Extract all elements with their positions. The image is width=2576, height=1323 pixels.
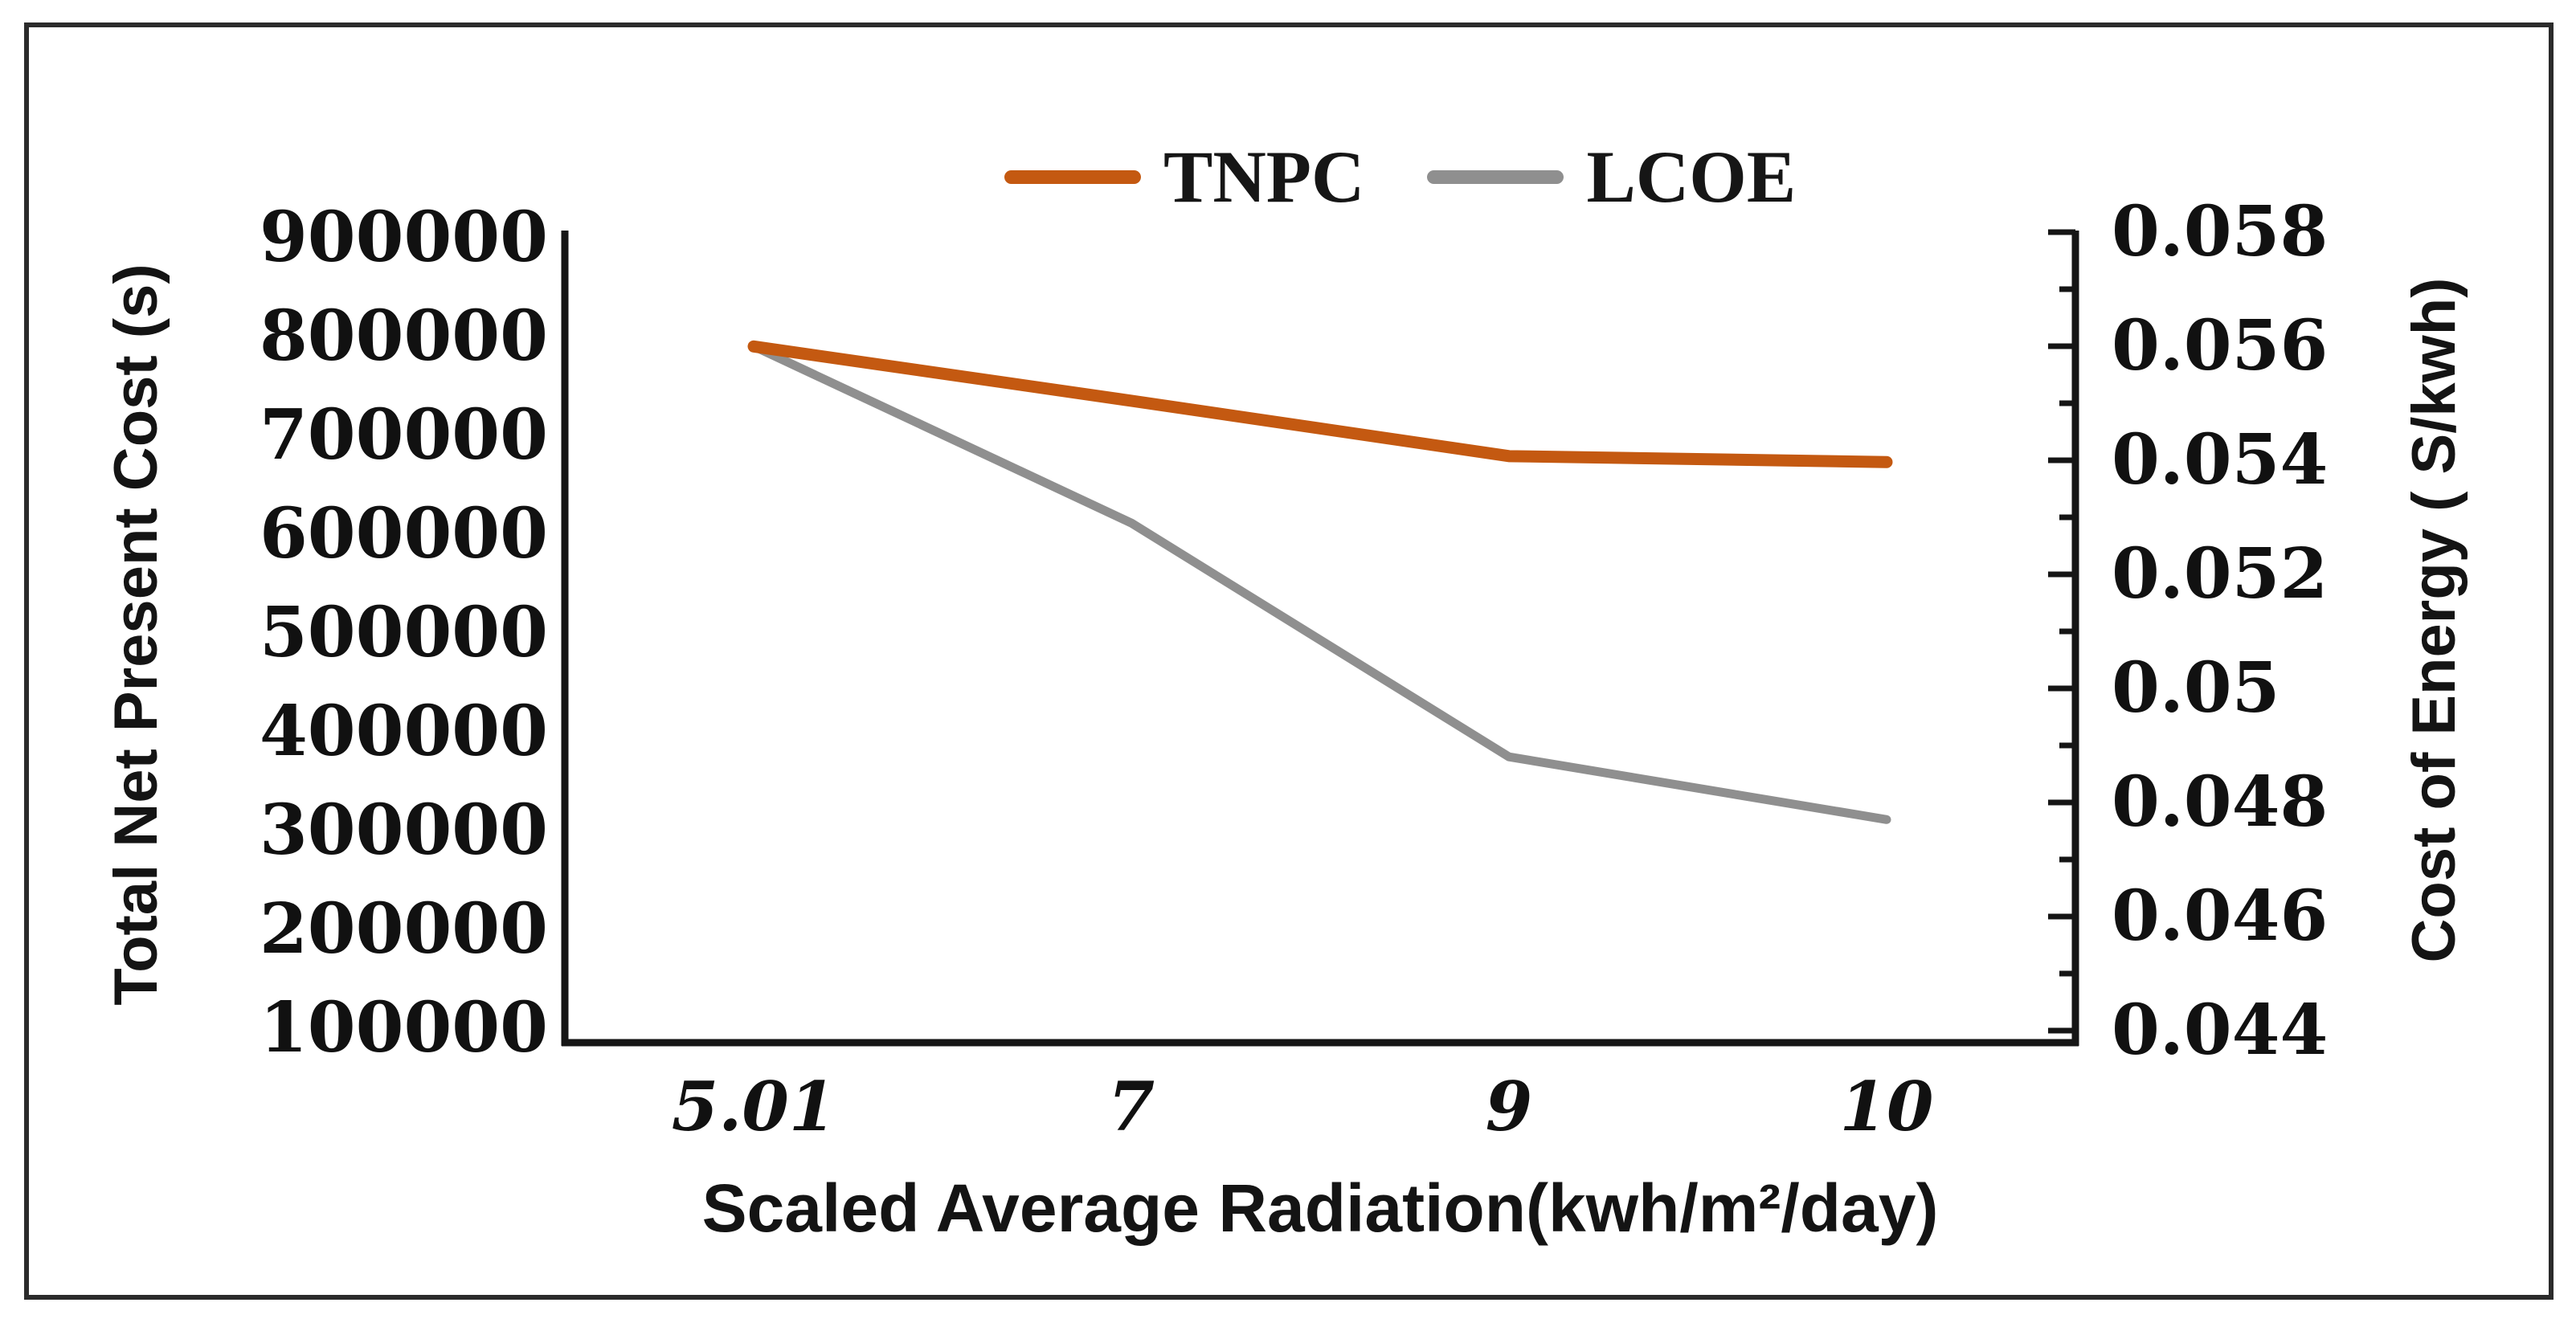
right-axis-tick-label: 0.056 [2112,305,2329,386]
left-axis-tick-label: 400000 [259,691,548,772]
legend-label-tnpc: TNPC [1163,136,1365,218]
left-axis-tick-label: 500000 [259,592,548,673]
left-axis-tick-label: 300000 [259,790,548,871]
left-axis-title: Total Net Present Cost (s) [102,263,170,1006]
tnpc-line [747,340,1893,468]
left-axis-tick-label: 100000 [259,987,548,1068]
right-axis-tick-label: 0.052 [2112,533,2329,615]
right-axis-title: Cost of Energy ( S/kwh) [2400,277,2468,963]
right-axis-tick-label: 0.05 [2112,647,2280,729]
lcoe-line [749,341,1891,824]
legend-label-lcoe: LCOE [1586,136,1797,218]
legend-swatch-lcoe [1427,169,1564,184]
x-axis-tick-label: 5.01 [671,1067,836,1146]
right-axis-tick-label: 0.044 [2112,990,2329,1071]
left-axis-tick-label: 900000 [259,197,548,278]
x-axis-title: Scaled Average Radiation(kwh/m²/day) [701,1170,1939,1246]
legend-swatch-tnpc [1004,169,1141,184]
left-axis-tick-label: 200000 [259,888,548,970]
left-axis-tick-label: 700000 [259,394,548,476]
x-axis-tick-label: 9 [1485,1067,1533,1146]
legend: TNPC LCOE [1004,120,1796,233]
left-axis-tick-label: 600000 [259,493,548,574]
right-axis-tick-label: 0.054 [2112,419,2329,500]
right-axis-tick-label: 0.058 [2112,191,2329,272]
right-axis-tick-label: 0.046 [2112,876,2329,957]
x-axis-tick-label: 7 [1107,1067,1155,1146]
left-axis-tick-label: 800000 [259,296,548,377]
x-axis-tick-label: 10 [1839,1067,1934,1146]
right-axis-tick-label: 0.048 [2112,762,2329,843]
